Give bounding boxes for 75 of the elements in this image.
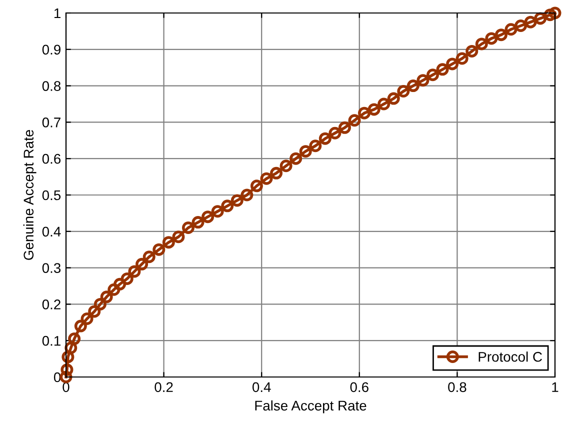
point bbox=[456, 52, 468, 65]
y-tick-label: 0.4 bbox=[42, 226, 61, 237]
point bbox=[211, 205, 224, 218]
point bbox=[192, 216, 204, 229]
x-tick-label: 0.6 bbox=[350, 382, 368, 392]
point bbox=[544, 8, 556, 22]
point bbox=[74, 320, 87, 332]
point bbox=[128, 265, 141, 278]
point bbox=[436, 63, 449, 76]
point bbox=[221, 200, 234, 212]
point bbox=[120, 272, 134, 285]
point bbox=[136, 258, 148, 270]
point bbox=[318, 132, 332, 145]
point bbox=[328, 126, 342, 140]
point bbox=[230, 194, 244, 207]
y-tick-label: 0.1 bbox=[42, 336, 60, 346]
y-tick-label: 0.2 bbox=[42, 300, 60, 310]
point bbox=[64, 342, 78, 354]
point bbox=[378, 98, 390, 110]
point bbox=[504, 23, 518, 36]
point bbox=[348, 114, 361, 127]
x-tick-label: 1 bbox=[552, 382, 558, 392]
point bbox=[270, 166, 283, 180]
point bbox=[240, 188, 254, 202]
point bbox=[475, 38, 488, 50]
point bbox=[534, 12, 547, 25]
point bbox=[387, 92, 400, 105]
point bbox=[100, 290, 113, 304]
point bbox=[250, 180, 263, 192]
legend-label: Protocol C bbox=[478, 352, 542, 362]
point bbox=[260, 172, 273, 185]
x-axis-title: False Accept Rate bbox=[255, 400, 366, 414]
x-tick-label: 0.4 bbox=[252, 382, 271, 392]
point bbox=[94, 298, 106, 310]
point bbox=[172, 230, 185, 244]
point bbox=[485, 32, 498, 45]
point bbox=[108, 283, 120, 296]
point bbox=[309, 140, 322, 152]
point bbox=[162, 236, 175, 249]
point bbox=[68, 332, 81, 346]
point bbox=[524, 16, 537, 28]
y-tick-label: 0.9 bbox=[42, 44, 60, 55]
point bbox=[358, 106, 371, 120]
point bbox=[152, 243, 166, 256]
point bbox=[114, 278, 126, 290]
point bbox=[514, 19, 528, 32]
point bbox=[280, 160, 292, 172]
y-axis-title: Genuine Accept Rate bbox=[23, 130, 36, 260]
y-tick-label: 0.6 bbox=[42, 154, 61, 164]
point bbox=[80, 312, 94, 326]
point bbox=[548, 6, 562, 20]
point bbox=[290, 152, 302, 165]
point bbox=[397, 85, 410, 98]
point bbox=[299, 145, 312, 158]
x-tick-label: 0.2 bbox=[154, 382, 173, 392]
point bbox=[60, 363, 74, 376]
point bbox=[416, 74, 430, 87]
y-tick-label: 0.5 bbox=[42, 190, 61, 200]
point bbox=[62, 350, 74, 364]
y-tick-label: 0.3 bbox=[42, 263, 61, 273]
point bbox=[142, 250, 156, 264]
y-tick-label: 0.7 bbox=[42, 118, 60, 128]
point bbox=[182, 222, 194, 234]
x-tick-label: 0.8 bbox=[448, 382, 466, 392]
point bbox=[426, 68, 439, 82]
point bbox=[406, 80, 420, 92]
point bbox=[494, 28, 508, 42]
point bbox=[338, 121, 351, 134]
point bbox=[202, 210, 214, 224]
y-tick-label: 0.8 bbox=[42, 81, 61, 91]
point bbox=[466, 44, 478, 58]
point bbox=[88, 305, 101, 318]
point bbox=[446, 58, 459, 70]
point bbox=[368, 103, 380, 116]
y-tick-label: 1 bbox=[54, 8, 60, 18]
